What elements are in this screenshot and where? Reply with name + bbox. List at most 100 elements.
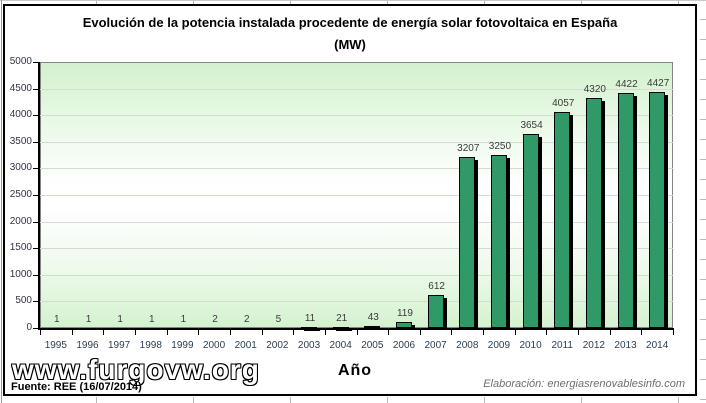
chart-title: Evolución de la potencia instalada proce… [82,15,618,30]
bar [522,133,539,328]
y-axis-tick [33,248,38,250]
x-axis-tick [609,330,611,335]
bar-value-label: 4057 [552,98,575,110]
y-axis-tick [33,221,38,223]
x-tick-label: 2013 [614,340,637,351]
watermark-text: www.furgovw.org [12,354,260,385]
gridline [40,88,673,90]
x-axis-tick [198,330,200,335]
x-tick-label: 2004 [329,340,352,351]
x-tick-label: 1996 [76,340,99,351]
x-tick-label: 1995 [44,340,67,351]
spreadsheet-gridlines-top [0,0,706,5]
x-axis-tick [356,330,358,335]
x-axis-tick [388,330,390,335]
bar-value-label: 2 [243,313,250,325]
bar [585,98,602,328]
x-axis-tick [166,330,168,335]
y-tick-label: 3500 [9,135,32,147]
y-axis-tick [33,141,38,143]
x-axis-tick [673,330,674,335]
bar-value-label: 4320 [583,84,606,96]
bar [395,321,412,328]
y-tick-label: 4500 [9,82,32,94]
bar [617,92,634,328]
x-axis-tick [103,330,105,335]
gridline [40,115,673,117]
y-tick-label: 1500 [9,242,32,254]
x-axis-tick [451,330,453,335]
x-axis-tick [514,330,516,335]
bar-shadow [304,330,321,332]
x-tick-label: 2001 [234,340,257,351]
x-axis-tick [419,330,421,335]
x-tick-label: 2006 [392,340,416,351]
y-axis-line [38,62,40,330]
source-note: Fuente: REE (16/07/2014) [11,381,142,393]
x-tick-label: 2005 [361,340,384,351]
bar-value-label: 3207 [457,143,480,155]
bar-value-label: 21 [336,312,348,324]
x-axis-tick [293,330,295,335]
x-axis-tick [324,330,326,335]
chart-frame: Evolución de la potencia instalada proce… [3,4,697,396]
x-tick-label: 2014 [646,340,669,351]
x-tick-label: 2000 [202,340,226,351]
bar-value-label: 119 [396,307,413,319]
x-axis-tick [546,330,548,335]
bar-value-label: 5 [275,313,282,325]
x-axis-title: Año [337,362,373,379]
x-axis-tick [40,330,41,335]
bar [427,295,444,328]
x-tick-label: 1997 [108,340,131,351]
x-axis-tick [261,330,263,335]
x-tick-label: 2007 [424,340,447,351]
chart-subtitle: (MW) [334,37,366,52]
x-axis-tick [578,330,580,335]
bar [459,157,476,328]
bar-value-label: 1 [180,313,187,325]
gridline [40,221,673,223]
y-axis-tick [33,195,38,196]
bar [490,155,507,328]
y-axis-tick [33,301,38,303]
y-tick-label: 3000 [9,162,32,174]
bar-shadow [335,329,352,331]
bar [554,112,571,328]
x-axis-tick [641,330,643,335]
y-axis-tick [33,328,38,329]
y-tick-label: 5000 [9,56,32,67]
gridline [40,301,673,303]
gridline [40,195,673,196]
bar-value-label: 4427 [647,78,670,90]
x-tick-label: 2010 [519,340,542,351]
bar-value-label: 4422 [615,78,638,90]
gridline [40,248,673,250]
x-axis-tick [134,330,136,335]
x-tick-label: 2011 [551,340,573,351]
y-tick-label: 0 [26,322,32,333]
y-tick-label: 2000 [9,215,32,227]
bar [364,325,381,328]
spreadsheet-gridline-left [1,0,2,403]
y-tick-label: 500 [15,295,32,307]
x-tick-label: 2003 [297,340,321,351]
y-tick-label: 1000 [9,268,32,280]
spreadsheet-gridlines-right [700,0,706,403]
bar-value-label: 11 [304,313,316,325]
x-tick-label: 2008 [456,340,479,351]
bar-value-label: 2 [212,313,218,325]
y-axis-tick [33,168,38,170]
x-tick-label: 1999 [171,340,194,351]
bar-value-label: 612 [428,281,445,293]
x-tick-label: 1998 [139,340,162,351]
x-tick-label: 2012 [582,340,605,351]
bar-value-label: 1 [85,313,92,325]
y-axis-tick [33,274,38,276]
y-axis-tick [33,115,38,117]
bar [649,92,666,328]
gridline [40,168,673,170]
bar-value-label: 3250 [488,141,512,153]
x-axis-line [38,328,674,330]
